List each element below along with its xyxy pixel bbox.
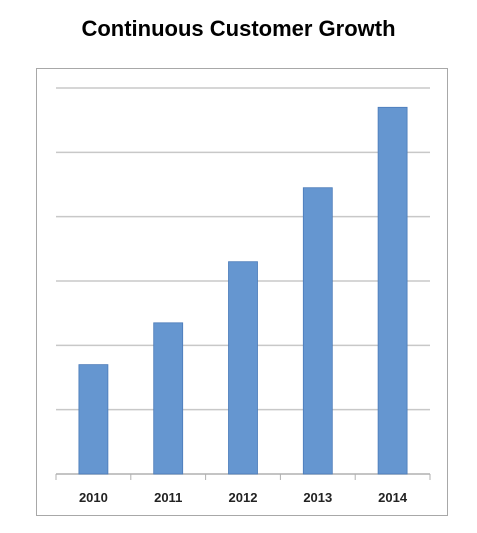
bar-2011 xyxy=(153,322,184,475)
x-tick-label: 2012 xyxy=(229,490,258,505)
x-tick-label: 2011 xyxy=(154,490,182,505)
chart-title: Continuous Customer Growth xyxy=(81,16,396,41)
bar-2014 xyxy=(377,106,408,475)
bar-2013 xyxy=(302,187,333,475)
bar-2010 xyxy=(78,364,109,475)
x-tick-label: 2010 xyxy=(79,490,108,505)
x-tick-label: 2013 xyxy=(303,490,332,505)
bar-2012 xyxy=(228,261,258,475)
x-tick-label: 2014 xyxy=(378,490,408,505)
